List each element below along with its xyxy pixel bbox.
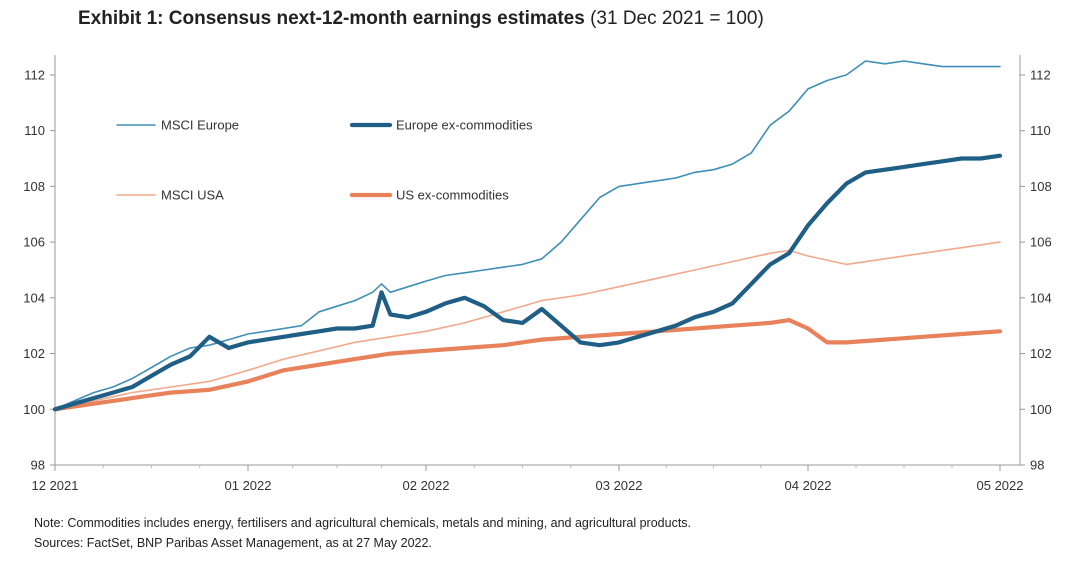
x-tick-label: 01 2022: [225, 478, 272, 493]
chart-axes: 98 98 100 100 102 102 104 104 106 106 108 108 110 110…: [23, 55, 1052, 493]
y-tick-label-left: 108: [23, 179, 45, 194]
chart-series: [52, 60, 1003, 412]
y-tick-label-right: 100: [1030, 402, 1052, 417]
y-tick-label-right: 112: [1030, 67, 1051, 82]
x-tick-label: 12 2021: [32, 478, 79, 493]
legend-label: MSCI Europe: [161, 118, 239, 133]
series-line-msci-usa: [54, 241, 1001, 411]
y-tick-label-left: 102: [23, 346, 45, 361]
x-tick-label: 02 2022: [403, 478, 450, 493]
y-tick-label-right: 106: [1030, 235, 1052, 250]
chart-title-bold: Exhibit 1: Consensus next-12-month earni…: [78, 8, 585, 29]
chart-sources: Sources: FactSet, BNP Paribas Asset Mana…: [34, 536, 432, 550]
series-line-msci-europe: [54, 60, 1001, 411]
series-line-us-ex-commodities: [52, 318, 1003, 412]
series-line-europe-ex-commodities: [52, 153, 1003, 412]
x-tick-label: 05 2022: [977, 478, 1024, 493]
y-tick-label-right: 98: [1030, 458, 1044, 473]
x-tick-label: 04 2022: [785, 478, 832, 493]
legend-label: MSCI USA: [161, 188, 224, 203]
chart-title: Exhibit 1: Consensus next-12-month earni…: [78, 8, 764, 30]
chart-title-normal: (31 Dec 2021 = 100): [584, 8, 764, 29]
y-tick-label-left: 106: [23, 235, 45, 250]
legend-label: Europe ex-commodities: [396, 118, 533, 133]
y-tick-label-left: 104: [23, 290, 45, 305]
y-tick-label-left: 110: [24, 123, 45, 138]
y-tick-label-left: 100: [23, 402, 45, 417]
y-tick-label-left: 112: [24, 67, 45, 82]
y-tick-label-right: 102: [1030, 346, 1052, 361]
x-tick-label: 03 2022: [596, 478, 643, 493]
y-tick-label-right: 110: [1030, 123, 1051, 138]
chart-note: Note: Commodities includes energy, ferti…: [34, 516, 692, 530]
chart-legend: MSCI Europe Europe ex-commodities MSCI USA…: [116, 118, 533, 203]
y-tick-label-right: 104: [1030, 290, 1052, 305]
y-tick-label-right: 108: [1030, 179, 1052, 194]
y-tick-label-left: 98: [31, 458, 45, 473]
legend-label: US ex-commodities: [396, 188, 509, 203]
